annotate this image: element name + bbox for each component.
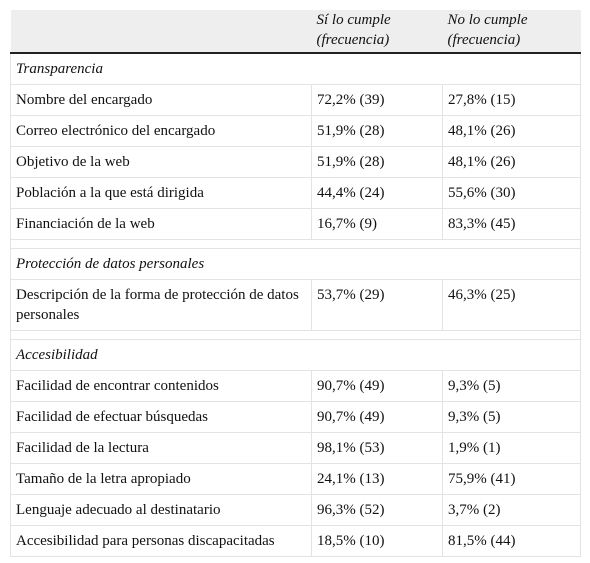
table-row: Facilidad de la lectura 98,1% (53) 1,9% … xyxy=(10,432,581,464)
row-no-value: 48,1% (26) xyxy=(442,146,581,178)
row-yes-value: 18,5% (10) xyxy=(311,525,443,557)
row-yes-value: 44,4% (24) xyxy=(311,177,443,209)
row-no-value: 46,3% (25) xyxy=(442,279,581,331)
spacer-cell xyxy=(10,239,581,249)
table-row: Correo electrónico del encargado 51,9% (… xyxy=(10,115,581,147)
row-label: Nombre del encargado xyxy=(10,84,312,116)
spacer-cell xyxy=(10,330,581,340)
section-row-accesibilidad: Accesibilidad xyxy=(10,339,581,371)
row-label: Facilidad de efectuar búsquedas xyxy=(10,401,312,433)
row-label: Facilidad de la lectura xyxy=(10,432,312,464)
table-row: Facilidad de encontrar contenidos 90,7% … xyxy=(10,370,581,402)
header-no-line1: No lo cumple xyxy=(447,12,528,28)
row-no-value: 81,5% (44) xyxy=(442,525,581,557)
section-title: Protección de datos personales xyxy=(10,248,581,280)
table-row: Facilidad de efectuar búsquedas 90,7% (4… xyxy=(10,401,581,433)
row-label: Financiación de la web xyxy=(10,208,312,240)
row-no-value: 3,7% (2) xyxy=(442,494,581,526)
section-title: Accesibilidad xyxy=(10,339,581,371)
row-no-value: 48,1% (26) xyxy=(442,115,581,147)
table-row: Objetivo de la web 51,9% (28) 48,1% (26) xyxy=(10,146,581,178)
row-yes-value: 90,7% (49) xyxy=(311,401,443,433)
spacer-row xyxy=(10,239,581,249)
table-row: Nombre del encargado 72,2% (39) 27,8% (1… xyxy=(10,84,581,116)
row-label: Facilidad de encontrar contenidos xyxy=(10,370,312,402)
section-row-proteccion: Protección de datos personales xyxy=(10,248,581,280)
row-yes-value: 51,9% (28) xyxy=(311,146,443,178)
row-yes-value: 98,1% (53) xyxy=(311,432,443,464)
header-yes-line1: Sí lo cumple xyxy=(316,12,391,28)
row-label: Lenguaje adecuado al destinatario xyxy=(10,494,312,526)
table-row: Lenguaje adecuado al destinatario 96,3% … xyxy=(10,494,581,526)
row-no-value: 9,3% (5) xyxy=(442,370,581,402)
row-yes-value: 96,3% (52) xyxy=(311,494,443,526)
row-yes-value: 53,7% (29) xyxy=(311,279,443,331)
header-empty-cell xyxy=(10,10,312,54)
row-label: Correo electrónico del encargado xyxy=(10,115,312,147)
header-no-cell: No lo cumple (frecuencia) xyxy=(442,10,581,54)
table-row: Población a la que está dirigida 44,4% (… xyxy=(10,177,581,209)
header-yes-line2: (frecuencia) xyxy=(316,32,390,48)
results-table: Sí lo cumple (frecuencia) No lo cumple (… xyxy=(10,10,581,557)
table-header: Sí lo cumple (frecuencia) No lo cumple (… xyxy=(10,10,581,54)
row-yes-value: 16,7% (9) xyxy=(311,208,443,240)
row-no-value: 83,3% (45) xyxy=(442,208,581,240)
section-title: Transparencia xyxy=(10,52,581,85)
section-row-transparencia: Transparencia xyxy=(10,52,581,85)
row-label: Accesibilidad para personas discapacitad… xyxy=(10,525,312,557)
table-row: Accesibilidad para personas discapacitad… xyxy=(10,525,581,557)
row-no-value: 9,3% (5) xyxy=(442,401,581,433)
row-yes-value: 24,1% (13) xyxy=(311,463,443,495)
table-row: Financiación de la web 16,7% (9) 83,3% (… xyxy=(10,208,581,240)
row-yes-value: 90,7% (49) xyxy=(311,370,443,402)
row-yes-value: 51,9% (28) xyxy=(311,115,443,147)
header-no-line2: (frecuencia) xyxy=(447,32,521,48)
row-yes-value: 72,2% (39) xyxy=(311,84,443,116)
row-no-value: 1,9% (1) xyxy=(442,432,581,464)
row-no-value: 75,9% (41) xyxy=(442,463,581,495)
table-row: Tamaño de la letra apropiado 24,1% (13) … xyxy=(10,463,581,495)
header-row: Sí lo cumple (frecuencia) No lo cumple (… xyxy=(10,10,581,54)
row-label: Descripción de la forma de protección de… xyxy=(10,279,312,331)
row-label: Tamaño de la letra apropiado xyxy=(10,463,312,495)
row-label: Población a la que está dirigida xyxy=(10,177,312,209)
row-label: Objetivo de la web xyxy=(10,146,312,178)
row-no-value: 27,8% (15) xyxy=(442,84,581,116)
table-row: Descripción de la forma de protección de… xyxy=(10,279,581,331)
results-table-container: Sí lo cumple (frecuencia) No lo cumple (… xyxy=(10,10,581,557)
table-body: Transparencia Nombre del encargado 72,2%… xyxy=(10,52,581,557)
row-no-value: 55,6% (30) xyxy=(442,177,581,209)
spacer-row xyxy=(10,330,581,340)
header-yes-cell: Sí lo cumple (frecuencia) xyxy=(311,10,443,54)
